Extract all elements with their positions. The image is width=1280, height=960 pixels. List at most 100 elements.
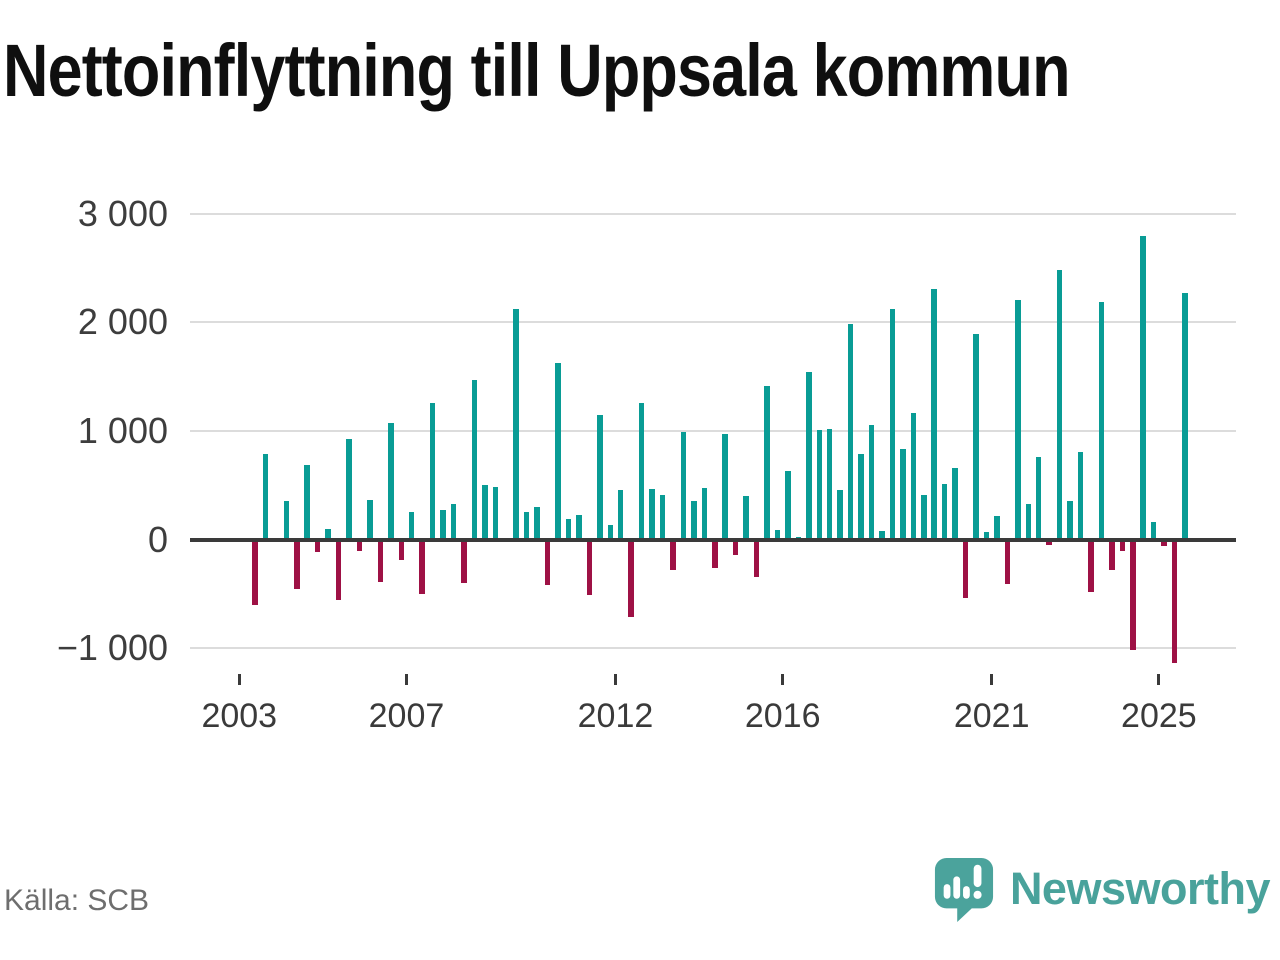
bar-2022-q3 [1056,269,1063,540]
bar-2015-q3 [764,386,770,540]
bar-2011-q1 [576,515,582,540]
x-tick-label: 2007 [368,697,445,735]
x-tick-mark [990,674,994,685]
bar-2023-q2 [1088,539,1094,592]
zero-axis-line [190,537,1236,542]
bar-2012-q4 [649,488,655,540]
bar-2014-q4 [732,539,739,556]
bar-2023-q1 [1077,452,1084,540]
bar-2007-q1 [408,512,415,540]
bar-2014-q2 [712,539,718,569]
bar-2024-q3 [1140,236,1146,540]
bar-2005-q2 [335,539,342,601]
bar-2021-q4 [1025,503,1031,540]
bar-2020-q1 [952,468,958,540]
chart-title-text: Nettoinflyttning till Uppsala kommun [3,29,1071,112]
bar-2015-q4 [774,530,781,540]
bar-2010-q2 [544,539,551,586]
bar-2025-q1 [1161,539,1167,547]
y-tick-label: 3 000 [77,192,168,234]
x-tick-label: 2016 [744,697,821,735]
bar-2022-q1 [1035,456,1042,540]
bar-2008-q2 [461,539,467,583]
x-tick-label: 2012 [577,697,654,735]
bar-2017-q4 [858,453,864,540]
bar-2011-q2 [586,539,593,596]
bar-2003-q2 [252,539,258,606]
bar-2006-q2 [377,539,384,582]
bar-2024-q2 [1130,539,1136,650]
logo-exclamation-stem [973,864,982,888]
bar-2023-q3 [1098,301,1105,540]
newsworthy-branding: Newsworthy [933,856,1271,922]
bar-2019-q3 [931,289,937,540]
bar-2018-q1 [868,425,875,540]
y-tick-label: 1 000 [77,409,168,451]
gridline [190,321,1236,324]
gridline [190,212,1236,215]
bar-2018-q2 [879,530,885,540]
bar-2004-q3 [304,464,310,540]
bar-2019-q4 [941,483,948,540]
bar-2004-q4 [314,539,321,552]
bar-2012-q2 [628,539,634,617]
bar-2016-q3 [806,371,812,540]
bar-2021-q2 [1004,539,1011,584]
bar-2007-q4 [440,509,446,540]
bar-2015-q1 [743,496,749,540]
bar-2019-q2 [921,494,927,540]
bar-2006-q4 [398,539,404,561]
bar-2007-q2 [419,539,425,594]
bar-2021-q1 [994,515,1000,540]
bar-2004-q1 [283,500,290,540]
bar-2021-q3 [1015,300,1021,540]
bar-2007-q3 [429,403,436,540]
bar-2009-q1 [492,486,499,540]
bar-2014-q1 [701,488,708,540]
bar-2013-q4 [691,500,697,540]
bar-2020-q2 [962,539,969,598]
x-tick-label: 2003 [201,697,278,735]
bar-2006-q1 [367,500,373,540]
bar-2006-q3 [388,423,394,540]
bar-2011-q4 [607,525,613,540]
bar-2013-q1 [659,494,666,540]
bar-2003-q3 [262,453,269,540]
bar-2009-q3 [513,308,519,540]
x-tick-label: 2025 [1121,697,1197,735]
bar-2017-q3 [847,324,854,540]
gridline [190,647,1236,650]
x-tick-label: 2021 [953,697,1030,735]
bar-2013-q2 [670,539,676,570]
bar-2010-q1 [534,506,540,540]
x-tick-mark [237,674,241,685]
bar-2014-q3 [722,433,728,540]
newsworthy-logo-icon [934,858,993,922]
bar-2018-q3 [889,309,896,540]
logo-exclamation-dot [973,890,982,899]
bar-2010-q3 [555,363,561,540]
bar-2017-q1 [826,429,833,540]
bar-2005-q1 [325,528,331,540]
bar-2024-q4 [1150,522,1157,540]
bar-2005-q4 [356,539,363,552]
y-tick-label: −1 000 [56,627,168,669]
logo-bar-tall [953,876,961,899]
x-tick-mark [404,674,408,685]
bar-2008-q3 [471,379,478,540]
logo-bar-small [943,884,951,899]
bar-2019-q1 [910,413,917,540]
bar-2012-q1 [617,489,624,540]
bar-2016-q4 [816,429,822,540]
bar-2009-q4 [523,511,530,540]
bar-2010-q4 [565,519,572,540]
bar-2022-q4 [1067,500,1073,540]
x-tick-mark [781,674,785,685]
bar-2025-q2 [1171,539,1178,663]
bar-2022-q2 [1046,539,1052,545]
bar-2012-q3 [638,403,645,540]
bar-2020-q4 [983,531,990,540]
bar-2024-q1 [1119,539,1126,552]
bar-2020-q3 [973,334,979,540]
